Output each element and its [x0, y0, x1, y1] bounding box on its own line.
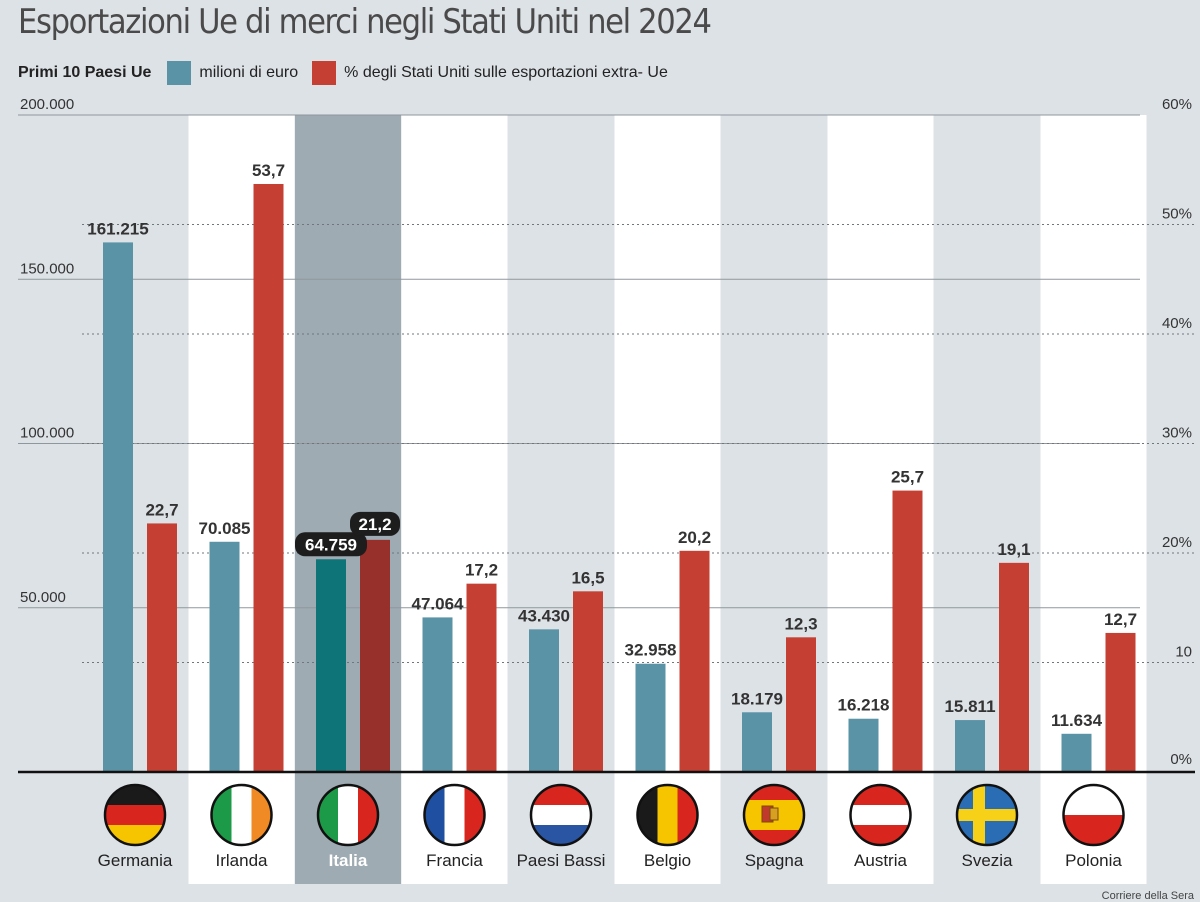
value-label-exports: 16.218	[838, 696, 890, 715]
value-label-share: 19,1	[997, 540, 1030, 559]
bar-exports	[848, 718, 879, 772]
france-flag-icon	[423, 783, 486, 847]
value-label-share: 17,2	[465, 561, 498, 580]
bar-share	[466, 583, 497, 772]
value-label-share: 16,5	[571, 568, 604, 587]
left-tick-label: 50.000	[20, 589, 66, 606]
italy-flag-icon	[316, 783, 380, 847]
bar-exports	[1061, 733, 1092, 772]
bar-exports	[316, 559, 346, 772]
right-tick-label: 60%	[1162, 96, 1192, 113]
source-credit: Corriere della Sera	[1101, 890, 1194, 902]
legend-heading: Primi 10 Paesi Ue	[18, 64, 152, 81]
bar-share	[1105, 632, 1136, 772]
country-label: Italia	[329, 851, 368, 870]
belgium-flag-icon	[636, 783, 699, 847]
chart-title: Esportazioni Ue di merci negli Stati Uni…	[18, 2, 712, 42]
value-label-exports: 47.064	[412, 594, 465, 613]
country-label: Paesi Bassi	[517, 851, 606, 870]
bar-share	[147, 523, 177, 772]
bar-exports	[422, 617, 453, 772]
value-label-exports: 161.215	[87, 219, 148, 238]
value-badge	[350, 511, 400, 536]
country-label: Belgio	[644, 851, 691, 870]
value-label-share: 21,2	[358, 515, 391, 534]
value-label-exports: 70.085	[199, 519, 251, 538]
legend-label-exports: milioni di euro	[199, 64, 299, 81]
value-label-exports: 43.430	[518, 606, 570, 625]
bar-exports	[955, 720, 985, 772]
value-label-share: 25,7	[891, 468, 924, 487]
value-label-share: 22,7	[145, 500, 178, 519]
right-tick-label: 20%	[1162, 534, 1192, 551]
value-label-share: 53,7	[252, 161, 285, 180]
legend: Primi 10 Paesi Ue milioni di euro % degl…	[18, 60, 682, 86]
poland-flag-icon	[1062, 783, 1125, 847]
country-label: Germania	[98, 851, 173, 870]
sweden-flag-icon	[955, 783, 1019, 847]
right-tick-label: 40%	[1162, 315, 1192, 332]
legend-label-share: % degli Stati Uniti sulle esportazioni e…	[344, 64, 668, 81]
value-label-share: 20,2	[678, 528, 711, 547]
bar-share	[253, 183, 284, 773]
country-label: Francia	[426, 851, 483, 870]
bar-exports	[209, 541, 240, 772]
country-label: Polonia	[1065, 851, 1122, 870]
bar-share	[999, 562, 1029, 772]
country-label: Irlanda	[216, 851, 269, 870]
bar-share	[679, 550, 710, 772]
right-tick-label: 50%	[1162, 206, 1192, 223]
left-tick-label: 200.000	[20, 96, 74, 113]
bar-exports	[742, 712, 772, 772]
austria-flag-icon	[849, 783, 912, 847]
value-label-share: 12,3	[784, 614, 817, 633]
country-label: Austria	[854, 851, 907, 870]
value-label-exports: 15.811	[944, 697, 995, 716]
legend-swatch-share	[312, 61, 337, 85]
right-tick-label: 30%	[1162, 425, 1192, 442]
ireland-flag-icon	[210, 783, 273, 847]
value-label-exports: 18.179	[731, 689, 783, 708]
value-label-exports: 32.958	[625, 641, 677, 660]
bar-share	[786, 637, 816, 772]
bar-exports	[635, 663, 666, 772]
germany-flag-icon	[103, 783, 167, 847]
bar-share	[360, 539, 390, 772]
value-label-share: 12,7	[1104, 610, 1137, 629]
bar-exports	[103, 242, 133, 773]
value-label-exports: 11.634	[1051, 711, 1103, 730]
country-label: Spagna	[745, 851, 804, 870]
left-tick-label: 100.000	[20, 425, 74, 442]
right-tick-label: 10	[1175, 644, 1192, 661]
bar-share	[573, 591, 603, 772]
netherlands-flag-icon	[529, 783, 593, 847]
bar-exports	[529, 629, 559, 772]
right-tick-label: 0%	[1170, 751, 1192, 768]
legend-swatch-exports	[167, 61, 192, 85]
country-label: Svezia	[961, 851, 1013, 870]
value-label-exports: 64.759	[305, 535, 357, 554]
spain-flag-icon	[742, 783, 806, 847]
left-tick-label: 150.000	[20, 260, 74, 277]
value-badge	[295, 532, 367, 557]
bar-share	[892, 490, 923, 772]
